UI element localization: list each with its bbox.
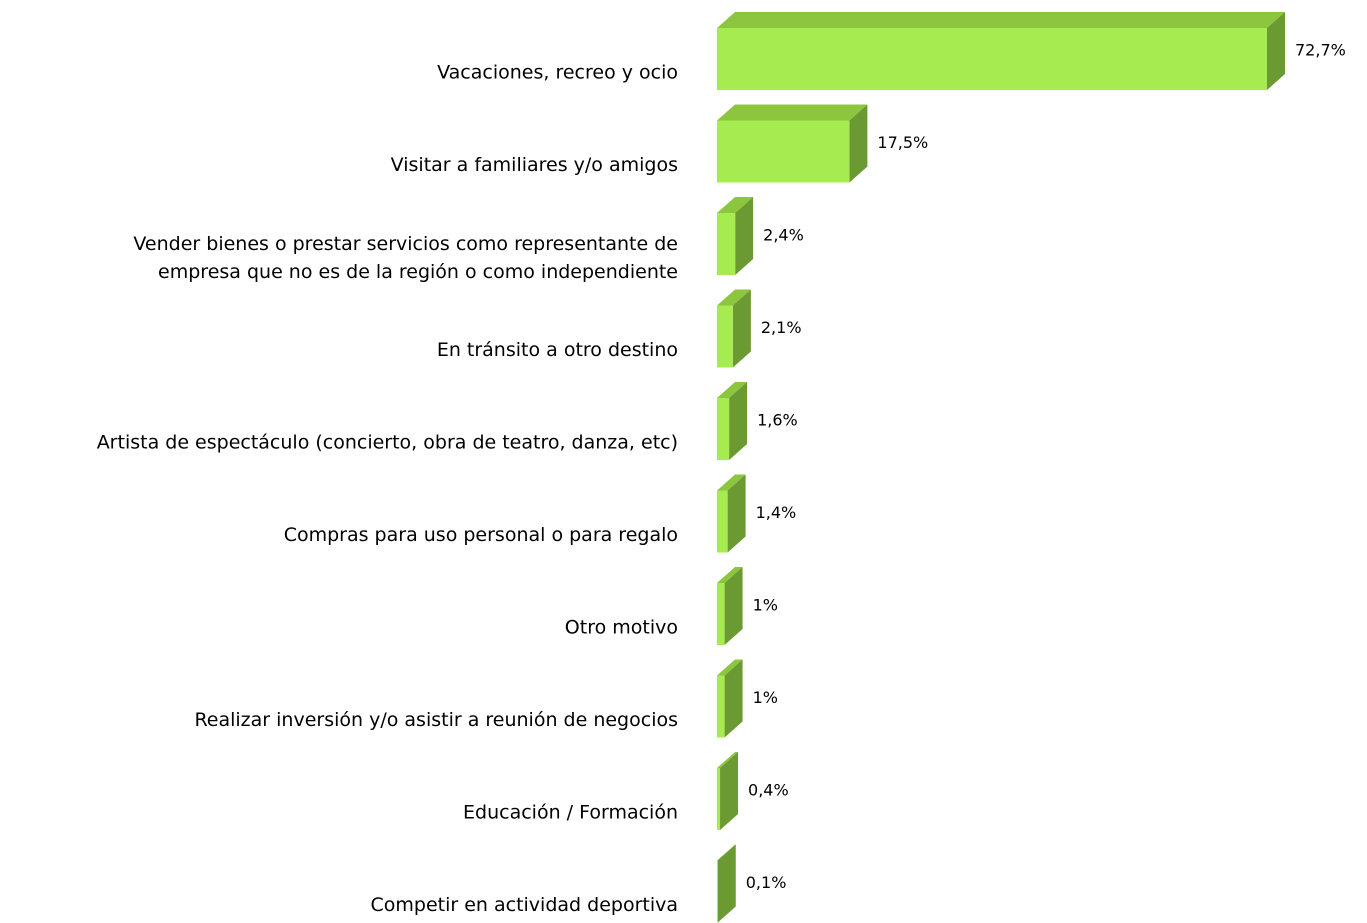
bar-top bbox=[717, 289, 751, 306]
value-label: 1,6% bbox=[757, 411, 798, 430]
value-label: 0,4% bbox=[748, 781, 789, 800]
bar-top bbox=[717, 659, 743, 676]
bar-side bbox=[717, 844, 736, 923]
bar-front bbox=[717, 583, 725, 645]
value-label: 2,4% bbox=[763, 226, 804, 245]
bar-side bbox=[720, 752, 739, 830]
category-label: Educación / Formación bbox=[463, 802, 678, 824]
value-label: 1,4% bbox=[756, 503, 797, 522]
category-label: Compras para uso personal o para regalo bbox=[284, 524, 678, 546]
bar-top bbox=[717, 12, 1285, 28]
value-label: 1% bbox=[753, 596, 778, 615]
bar-top bbox=[717, 474, 746, 491]
bar-side bbox=[724, 659, 743, 738]
bar-front bbox=[717, 213, 736, 275]
bar-side bbox=[849, 104, 868, 183]
bar-side bbox=[727, 474, 746, 553]
value-label: 17,5% bbox=[877, 133, 928, 152]
bar-side bbox=[732, 289, 751, 368]
bar-top bbox=[717, 567, 743, 583]
bar bbox=[717, 289, 751, 368]
bar-front bbox=[717, 675, 725, 738]
category-label: Realizar inversión y/o asistir a reunión… bbox=[194, 709, 678, 731]
bar bbox=[717, 752, 739, 830]
bar bbox=[717, 12, 1285, 90]
bar-side bbox=[735, 197, 754, 275]
bar-top bbox=[717, 104, 868, 121]
value-label: 72,7% bbox=[1295, 41, 1346, 60]
value-label: 2,1% bbox=[761, 318, 802, 337]
bar bbox=[717, 844, 736, 923]
bar bbox=[717, 104, 868, 183]
category-label: Visitar a familiares y/o amigos bbox=[391, 154, 678, 176]
bar-front bbox=[717, 860, 718, 923]
value-label: 1% bbox=[753, 688, 778, 707]
category-label: Artista de espectáculo (concierto, obra … bbox=[97, 432, 678, 454]
bar-side bbox=[729, 382, 748, 460]
category-label: Otro motivo bbox=[565, 617, 678, 639]
bar-front bbox=[717, 768, 721, 830]
value-label: 0,1% bbox=[746, 873, 787, 892]
bar-side bbox=[724, 567, 743, 645]
bar-top bbox=[717, 382, 748, 398]
category-label: Vacaciones, recreo y ocio bbox=[437, 62, 678, 84]
bar-side bbox=[1267, 12, 1285, 90]
bar-front bbox=[717, 120, 850, 183]
bar bbox=[717, 659, 743, 738]
category-label: En tránsito a otro destino bbox=[437, 339, 678, 361]
bar-front bbox=[717, 28, 1267, 90]
bar-top bbox=[717, 752, 739, 768]
bar bbox=[717, 567, 743, 645]
bar bbox=[717, 474, 746, 553]
category-label: Vender bienes o prestar servicios como r… bbox=[133, 233, 678, 283]
bar-front bbox=[717, 490, 728, 553]
bar-front bbox=[717, 305, 733, 368]
bar-front bbox=[717, 398, 730, 460]
bar bbox=[717, 197, 754, 275]
bar-top bbox=[717, 197, 754, 213]
bar bbox=[717, 382, 748, 460]
bar-top bbox=[717, 844, 736, 861]
category-label: Competir en actividad deportiva bbox=[370, 894, 678, 916]
